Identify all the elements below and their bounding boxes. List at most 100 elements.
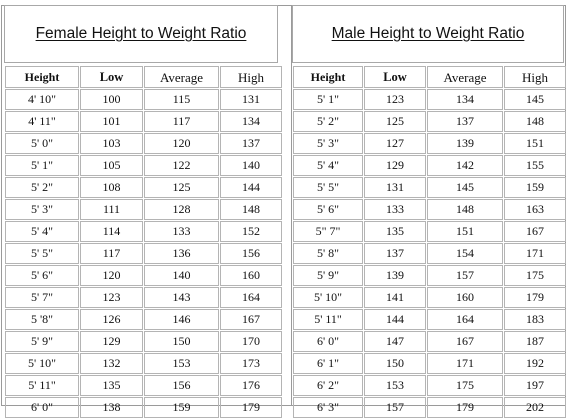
female-cell-high: 156 [220,243,282,264]
female-table-row: 5 '8" 126 146 167 [5,309,282,330]
male-cell-low: 125 [364,111,426,132]
female-cell-low: 129 [80,331,143,352]
female-header-average: Average [144,66,219,88]
female-table-row: 5' 10" 132 153 173 [5,353,282,374]
male-cell-high: 183 [504,309,566,330]
male-cell-height: 6' 0" [293,331,363,352]
female-header-high: High [220,66,282,88]
female-cell-height: 5' 0" [5,133,79,154]
female-cell-low: 132 [80,353,143,374]
female-table-row: 5' 11" 135 156 176 [5,375,282,396]
male-cell-high: 145 [504,89,566,110]
female-table-row: 5' 7" 123 143 164 [5,287,282,308]
female-cell-height: 5' 7" [5,287,79,308]
male-cell-height: 5' 8" [293,243,363,264]
female-cell-average: 117 [144,111,219,132]
female-cell-average: 136 [144,243,219,264]
male-cell-low: 123 [364,89,426,110]
male-cell-low: 137 [364,243,426,264]
male-cell-average: 134 [427,89,503,110]
male-cell-low: 139 [364,265,426,286]
female-table-row: 4' 11" 101 117 134 [5,111,282,132]
male-cell-average: 160 [427,287,503,308]
male-table-row: 5' 1" 123 134 145 [293,89,566,110]
female-cell-high: 160 [220,265,282,286]
female-table-row: 5' 0" 103 120 137 [5,133,282,154]
female-header-low: Low [80,66,143,88]
male-cell-average: 167 [427,331,503,352]
male-cell-height: 6' 1" [293,353,363,374]
male-cell-height: 5" 7" [293,221,363,242]
female-cell-height: 4' 10" [5,89,79,110]
male-cell-high: 171 [504,243,566,264]
male-cell-high: 163 [504,199,566,220]
female-cell-high: 176 [220,375,282,396]
male-cell-height: 5' 2" [293,111,363,132]
female-table-row: 5' 3" 111 128 148 [5,199,282,220]
female-header-height: Height [5,66,79,88]
female-table-row: 4' 10" 100 115 131 [5,89,282,110]
male-cell-height: 5' 3" [293,133,363,154]
female-cell-average: 153 [144,353,219,374]
female-cell-high: 137 [220,133,282,154]
female-cell-high: 148 [220,199,282,220]
male-cell-low: 131 [364,177,426,198]
male-cell-high: 148 [504,111,566,132]
male-table-row: 5' 4" 129 142 155 [293,155,566,176]
male-table-row: 6' 0" 147 167 187 [293,331,566,352]
male-cell-low: 127 [364,133,426,154]
male-cell-average: 142 [427,155,503,176]
male-cell-low: 129 [364,155,426,176]
female-header-row: Height Low Average High [5,66,282,88]
male-header-height: Height [293,66,363,88]
female-cell-height: 5' 5" [5,243,79,264]
male-cell-height: 5' 11" [293,309,363,330]
female-table-row: 5' 9" 129 150 170 [5,331,282,352]
female-cell-height: 5 '8" [5,309,79,330]
male-cell-high: 197 [504,375,566,396]
male-table-row: 5' 8" 137 154 171 [293,243,566,264]
female-cell-average: 115 [144,89,219,110]
male-cell-height: 6' 3" [293,397,363,418]
male-table-row: 5' 10" 141 160 179 [293,287,566,308]
female-cell-average: 143 [144,287,219,308]
female-cell-low: 114 [80,221,143,242]
female-cell-average: 128 [144,199,219,220]
male-cell-low: 150 [364,353,426,374]
male-table-title: Male Height to Weight Ratio [331,25,525,42]
female-cell-low: 126 [80,309,143,330]
female-cell-average: 133 [144,221,219,242]
female-cell-low: 120 [80,265,143,286]
male-cell-average: 179 [427,397,503,418]
female-table-row: 6' 0" 138 159 179 [5,397,282,418]
male-cell-high: 151 [504,133,566,154]
female-cell-high: 144 [220,177,282,198]
male-table-row: 5' 11" 144 164 183 [293,309,566,330]
female-table-row: 5' 2" 108 125 144 [5,177,282,198]
male-cell-height: 5' 4" [293,155,363,176]
male-cell-average: 139 [427,133,503,154]
male-cell-high: 159 [504,177,566,198]
height-weight-document: Female Height to Weight Ratio Height Low… [1,5,566,418]
female-cell-low: 123 [80,287,143,308]
female-cell-high: 152 [220,221,282,242]
male-cell-low: 135 [364,221,426,242]
male-cell-low: 147 [364,331,426,352]
female-cell-low: 100 [80,89,143,110]
female-cell-average: 159 [144,397,219,418]
female-weight-table: Height Low Average High 4' 10" 100 115 131 4… [4,65,283,419]
female-table-row: 5' 4" 114 133 152 [5,221,282,242]
female-cell-height: 5' 2" [5,177,79,198]
male-table-row: 5' 2" 125 137 148 [293,111,566,132]
male-cell-low: 153 [364,375,426,396]
female-cell-height: 5' 9" [5,331,79,352]
female-cell-average: 120 [144,133,219,154]
female-cell-high: 179 [220,397,282,418]
male-header-high: High [504,66,566,88]
female-title-box: Female Height to Weight Ratio [4,5,278,63]
female-table-title: Female Height to Weight Ratio [35,25,247,42]
male-cell-high: 155 [504,155,566,176]
female-cell-average: 122 [144,155,219,176]
female-cell-height: 4' 11" [5,111,79,132]
male-cell-average: 157 [427,265,503,286]
